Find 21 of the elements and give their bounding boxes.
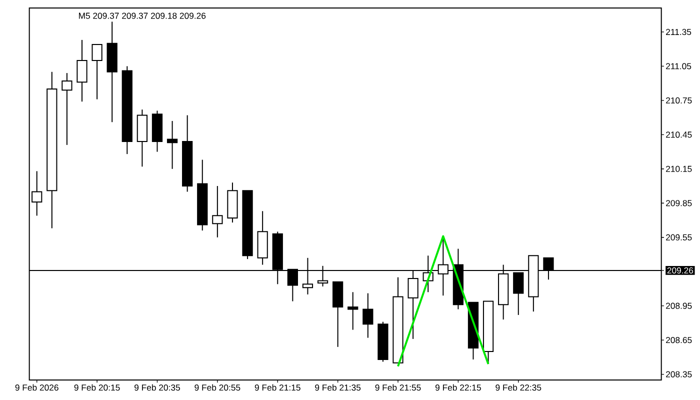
y-tick-label: 209.26 [667, 267, 694, 274]
x-tick-label: 9 Feb 21:35 [315, 384, 361, 391]
y-tick-label: 208.65 [666, 337, 692, 344]
y-tick-label: 210.75 [666, 97, 692, 104]
x-tick-label: 9 Feb 20:35 [134, 384, 180, 391]
y-tick-label: 210.45 [666, 132, 692, 138]
chart-title: M5 209.37 209.37 209.18 209.26 [79, 12, 206, 19]
x-tick-label: 9 Feb 21:15 [254, 384, 300, 391]
y-tick-label: 209.85 [666, 200, 692, 206]
x-tick-label: 9 Feb 20:55 [194, 384, 240, 391]
y-tick-label: 211.35 [666, 28, 692, 36]
y-tick-label: 208.35 [666, 371, 692, 378]
x-tick-label: 9 Feb 2026 [15, 384, 58, 391]
y-tick-label: 210.15 [666, 166, 692, 172]
x-tick-label: 9 Feb 22:15 [435, 384, 481, 391]
y-tick-label: 211.05 [666, 63, 692, 70]
y-tick-label: 208.95 [666, 302, 692, 309]
y-tick-label: 209.55 [666, 234, 692, 240]
x-tick-label: 9 Feb 21:55 [375, 384, 421, 391]
x-tick-label: 9 Feb 20:15 [74, 384, 120, 391]
x-tick-label: 9 Feb 22:35 [496, 384, 542, 391]
